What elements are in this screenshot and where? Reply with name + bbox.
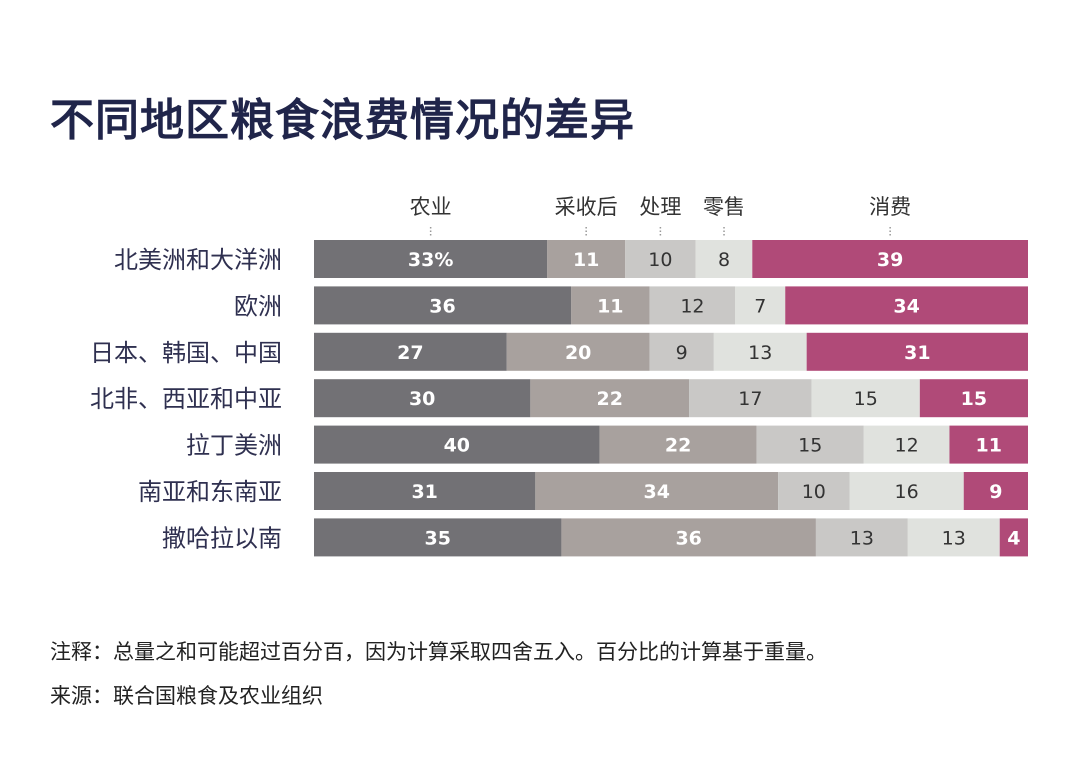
bar-value-label: 36	[675, 527, 701, 549]
bar-segment	[863, 425, 950, 464]
bar-value-label: 31	[411, 481, 437, 503]
bar-value-label: 11	[976, 435, 1002, 457]
bar-value-label: 34	[893, 295, 919, 317]
bar-value-label: 39	[877, 249, 903, 271]
bar-segment	[756, 425, 864, 464]
bar-segment	[530, 379, 690, 418]
bar-value-label: 13	[942, 527, 966, 549]
stage-label: 消费	[869, 195, 911, 219]
bar-value-label: 30	[409, 388, 435, 410]
bar-value-label: 12	[680, 295, 704, 317]
bar-segment	[599, 425, 757, 464]
bar-value-label: 13	[748, 342, 772, 364]
bar-segment	[571, 286, 650, 325]
bar-segment	[314, 286, 572, 325]
bar-value-label: 12	[895, 435, 919, 457]
bar-segment	[314, 472, 536, 510]
bar-segment	[849, 472, 964, 510]
stage-label: 处理	[639, 195, 681, 219]
bar-value-label: 22	[596, 388, 622, 410]
bar-segment	[314, 425, 600, 464]
bar-segment	[649, 286, 736, 325]
chart-title: 不同地区粮食浪费情况的差异	[50, 95, 635, 146]
bar-segment	[806, 332, 1028, 371]
bar-value-label: 15	[798, 435, 822, 457]
stage-label: 零售	[703, 195, 745, 219]
bar-value-label: 10	[648, 249, 672, 271]
region-label: 南亚和东南亚	[138, 478, 282, 506]
bar-segment	[689, 379, 812, 418]
bar-segment	[561, 518, 816, 557]
bar-value-label: 10	[802, 481, 826, 503]
bar-segment	[999, 518, 1028, 557]
stage-label: 采收后	[555, 195, 618, 219]
bar-value-label: 9	[676, 342, 688, 364]
bar-value-label: 27	[397, 342, 423, 364]
bar-segment	[314, 240, 548, 278]
region-label: 撒哈拉以南	[162, 524, 282, 552]
bar-value-label: 36	[429, 295, 455, 317]
bar-value-label: 40	[444, 435, 470, 457]
region-label: 日本、韩国、中国	[90, 339, 282, 367]
bar-value-label: 11	[597, 295, 623, 317]
bar-value-label: 8	[718, 249, 730, 271]
stage-label: 农业	[410, 195, 452, 219]
bar-segment	[547, 240, 626, 278]
bar-segment	[314, 332, 507, 371]
bar-segment	[778, 472, 850, 510]
bar-value-label: 11	[573, 249, 599, 271]
bar-value-label: 35	[424, 527, 450, 549]
bar-value-label: 33%	[408, 249, 453, 271]
bar-segment	[649, 332, 714, 371]
bar-value-label: 4	[1007, 527, 1020, 549]
bar-value-label: 15	[961, 388, 987, 410]
bar-segment	[314, 518, 562, 557]
bar-value-label: 7	[754, 295, 766, 317]
bar-segment	[695, 240, 753, 278]
bar-segment	[949, 425, 1028, 464]
bar-value-label: 15	[854, 388, 878, 410]
bar-segment	[735, 286, 786, 325]
bar-value-label: 9	[989, 481, 1002, 503]
bar-value-label: 13	[850, 527, 874, 549]
bar-segment	[535, 472, 779, 510]
footnote: 注释：总量之和可能超过百分百，因为计算采取四舍五入。百分比的计算基于重量。	[50, 640, 827, 664]
bar-segment	[713, 332, 807, 371]
bar-value-label: 20	[565, 342, 591, 364]
bar-segment	[919, 379, 1028, 418]
source-note: 来源：联合国粮食及农业组织	[50, 684, 323, 708]
region-label: 北美洲和大洋洲	[114, 246, 282, 274]
bar-value-label: 34	[643, 481, 669, 503]
bar-value-label: 31	[904, 342, 930, 364]
region-label: 北非、西亚和中亚	[90, 385, 282, 413]
bar-segment	[752, 240, 1028, 278]
bar-segment	[963, 472, 1028, 510]
bar-segment	[785, 286, 1028, 325]
region-label: 拉丁美洲	[186, 432, 282, 460]
bar-segment	[506, 332, 650, 371]
bar-segment	[314, 379, 531, 418]
bar-segment	[811, 379, 920, 418]
bar-segment	[815, 518, 908, 557]
bar-segment	[907, 518, 1000, 557]
bar-value-label: 17	[738, 388, 762, 410]
bar-value-label: 16	[895, 481, 919, 503]
bar-segment	[625, 240, 696, 278]
region-label: 欧洲	[234, 292, 282, 320]
bar-value-label: 22	[665, 435, 691, 457]
